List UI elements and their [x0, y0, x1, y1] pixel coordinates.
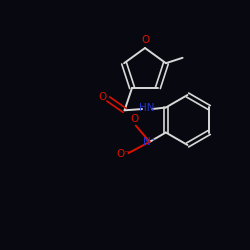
Text: O: O — [141, 35, 149, 45]
Text: O: O — [98, 92, 106, 102]
Text: O⁻: O⁻ — [116, 150, 130, 160]
Text: HN: HN — [139, 103, 155, 113]
Text: O: O — [130, 114, 139, 124]
Text: N⁺: N⁺ — [143, 137, 156, 147]
